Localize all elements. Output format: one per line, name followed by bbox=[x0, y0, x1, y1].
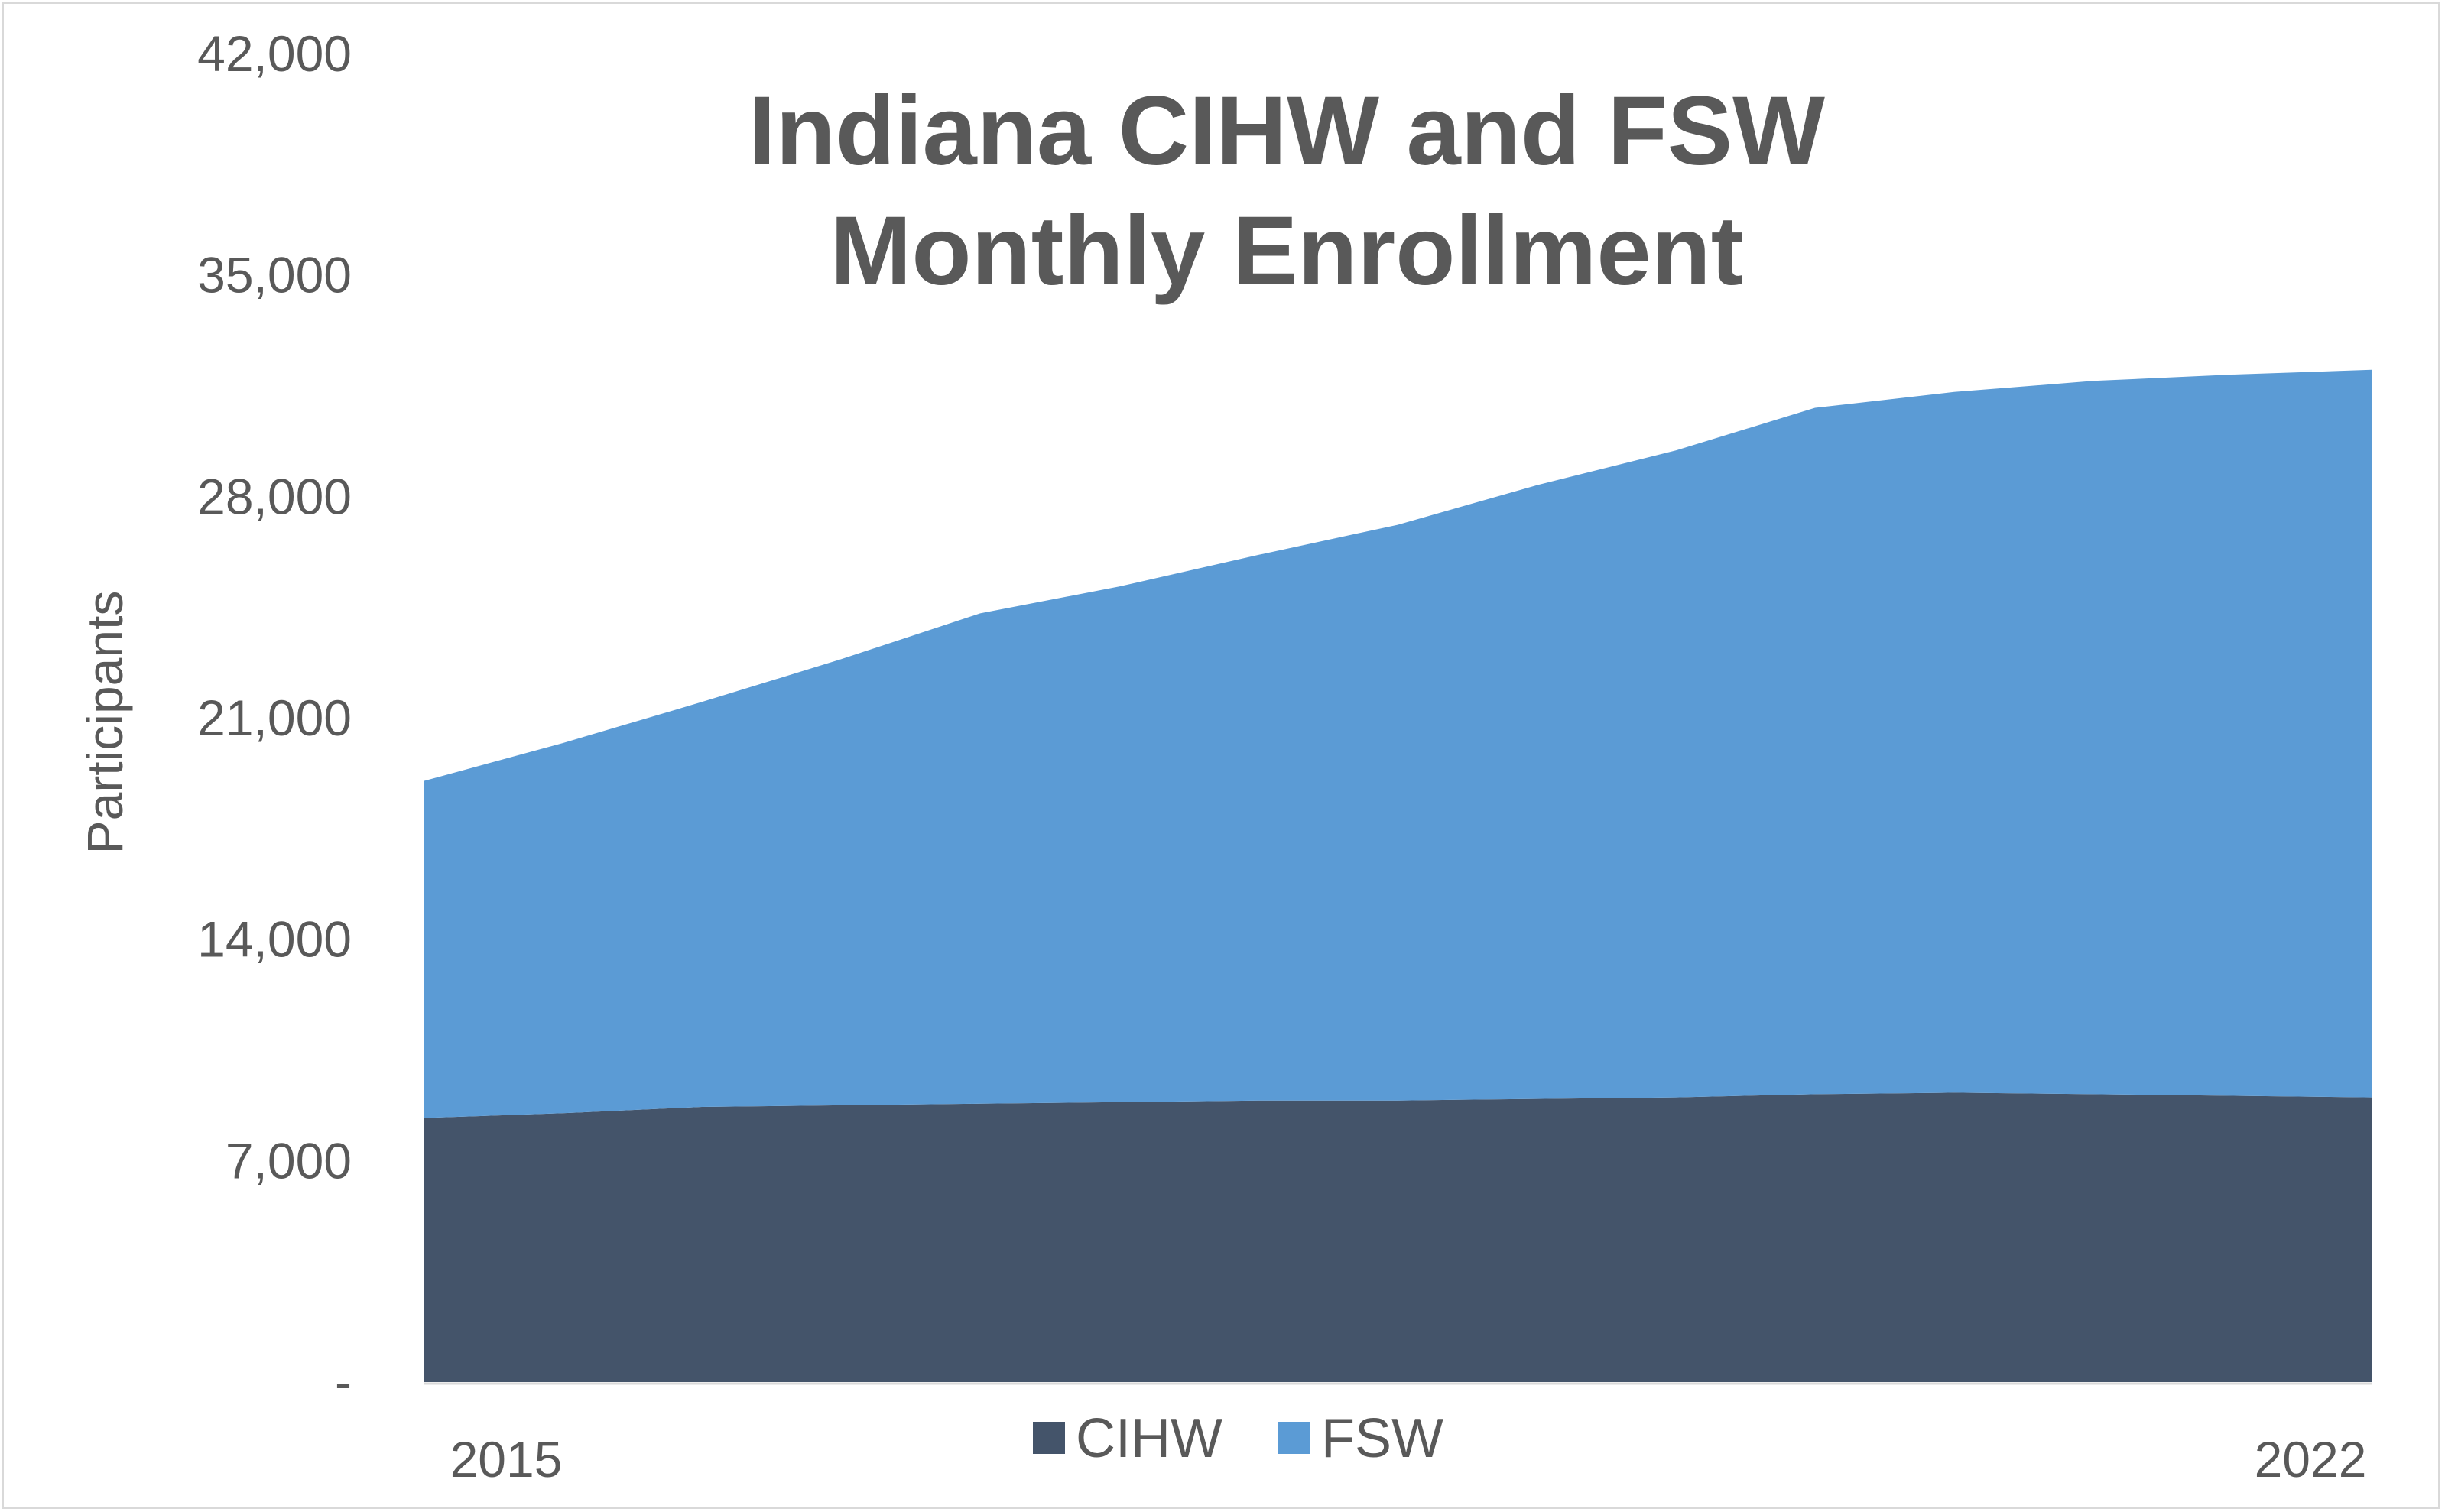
y-tick-label: 42,000 bbox=[197, 25, 352, 82]
legend-label-fsw: FSW bbox=[1321, 1408, 1443, 1469]
legend-swatch-cihw bbox=[1033, 1422, 1065, 1454]
y-tick-label: 14,000 bbox=[197, 911, 352, 968]
y-tick-label: 21,000 bbox=[197, 689, 352, 746]
y-tick-label: 35,000 bbox=[197, 247, 352, 303]
legend-label-cihw: CIHW bbox=[1076, 1408, 1222, 1469]
plot-areas bbox=[424, 369, 2372, 1382]
area-series-fsw bbox=[424, 369, 2372, 1118]
chart-title-line-1: Indiana CIHW and FSW bbox=[748, 76, 1825, 186]
y-axis: - 7,000 14,000 21,000 28,000 35,000 42,000 bbox=[197, 25, 352, 1410]
y-axis-title: Participants bbox=[76, 591, 133, 855]
legend: CIHW FSW bbox=[1033, 1408, 1443, 1469]
chart-title-line-2: Monthly Enrollment bbox=[830, 196, 1744, 306]
x-axis: 2015 2022 bbox=[424, 1382, 2372, 1488]
legend-swatch-fsw bbox=[1278, 1422, 1310, 1454]
y-tick-label: 28,000 bbox=[197, 468, 352, 524]
x-tick-label: 2022 bbox=[2255, 1431, 2367, 1488]
y-tick-label: 7,000 bbox=[226, 1132, 352, 1189]
x-tick-label: 2015 bbox=[450, 1431, 563, 1488]
y-tick-label: - bbox=[335, 1354, 352, 1410]
area-series-cihw bbox=[424, 1092, 2372, 1382]
